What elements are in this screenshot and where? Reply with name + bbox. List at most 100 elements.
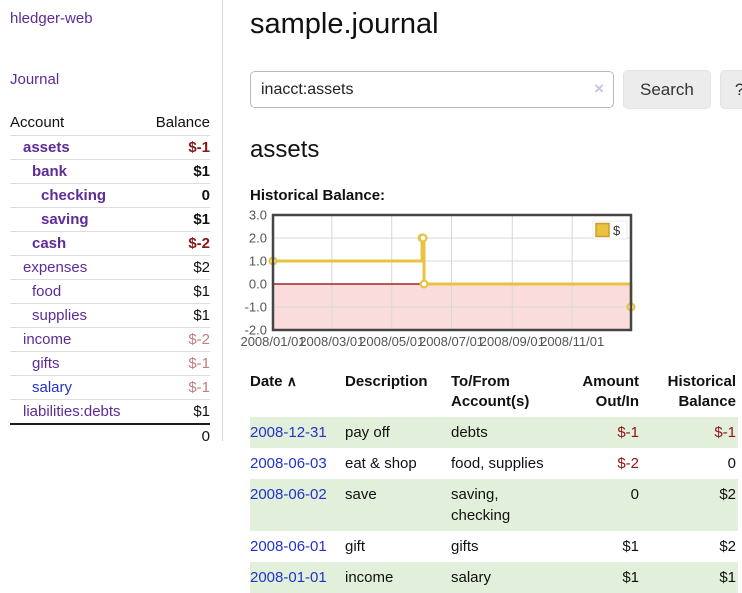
main-content: sample.journal × Search ? assets Histori… (240, 0, 742, 593)
sort-ascending-icon: ∧ (286, 373, 297, 389)
svg-text:2008/07/01: 2008/07/01 (419, 334, 484, 349)
register-row: 2008-06-01 gift gifts $1 $2 (250, 531, 738, 562)
transaction-balance: $2 (719, 485, 736, 503)
transaction-balance: 0 (727, 454, 736, 472)
transaction-date-link[interactable]: 2008-06-03 (250, 454, 327, 472)
account-heading: assets (250, 136, 320, 163)
account-balance: $-1 (144, 135, 210, 160)
transaction-amount: 0 (630, 485, 639, 503)
account-row: gifts $-1 (10, 351, 210, 376)
account-balance: $-2 (144, 231, 210, 256)
account-row: bank $1 (10, 159, 210, 184)
column-header-date[interactable]: Date ∧ (250, 373, 297, 390)
transaction-balance: $1 (719, 568, 736, 586)
transaction-accounts: gifts (451, 537, 479, 555)
search-input[interactable] (250, 71, 614, 108)
chart-container: $3.0 2.0 1.0 0.0 -1.0 -2.0 2008/01/01 2008/03/0… (240, 208, 742, 353)
account-row: liabilities:debts $1 (10, 399, 210, 424)
search-button[interactable]: Search (623, 70, 711, 109)
accounts-table: Account Balance assets $-1 bank $1 checking 0… (10, 111, 210, 448)
transaction-date-link[interactable]: 2008-06-02 (250, 485, 327, 503)
accounts-header-balance: Balance (155, 114, 210, 131)
account-balance: $1 (144, 399, 210, 424)
transaction-accounts: debts (451, 423, 488, 441)
account-balance: $-1 (144, 351, 210, 376)
account-link[interactable]: supplies (32, 307, 88, 324)
svg-text:2008/09/01: 2008/09/01 (480, 334, 545, 349)
account-row: cash $-2 (10, 231, 210, 256)
svg-text:0.0: 0.0 (249, 277, 267, 292)
svg-text:2008/01/01: 2008/01/01 (240, 334, 305, 349)
search-bar: × Search ? (250, 70, 742, 109)
sidebar-nav: Journal (10, 71, 210, 88)
transaction-description: income (345, 568, 394, 586)
account-balance: 0 (144, 183, 210, 208)
transaction-description: save (345, 485, 377, 503)
account-balance: $1 (144, 207, 210, 232)
column-header-amount: Amount Out/In (582, 373, 639, 411)
accounts-total: 0 (144, 423, 210, 448)
account-link[interactable]: food (32, 283, 62, 300)
account-link[interactable]: assets (23, 139, 70, 156)
account-row: saving $1 (10, 207, 210, 232)
account-balance: $2 (144, 255, 210, 280)
svg-text:-1.0: -1.0 (245, 300, 267, 315)
transaction-amount: $1 (622, 568, 639, 586)
transaction-accounts: saving, checking (451, 485, 511, 524)
account-link[interactable]: bank (32, 163, 68, 180)
register-header-row: Date ∧ Description To/From Account(s) Am… (250, 369, 738, 417)
account-balance: $1 (144, 303, 210, 328)
account-link[interactable]: gifts (32, 355, 60, 372)
clear-search-icon[interactable]: × (594, 79, 604, 98)
account-link[interactable]: salary (32, 379, 73, 396)
help-button[interactable]: ? (719, 70, 742, 109)
transaction-balance: $2 (719, 537, 736, 555)
register-row: 2008-06-02 save saving, checking 0 $2 (250, 478, 738, 531)
account-link[interactable]: liabilities:debts (23, 403, 121, 420)
account-balance: $1 (144, 159, 210, 184)
account-link[interactable]: cash (32, 235, 67, 252)
svg-text:1.0: 1.0 (249, 254, 267, 269)
account-row: supplies $1 (10, 303, 210, 328)
transaction-accounts: salary (451, 568, 492, 586)
transaction-date-link[interactable]: 2008-12-31 (250, 423, 327, 441)
chart-heading: Historical Balance: (250, 187, 386, 204)
account-balance: $-1 (144, 375, 210, 400)
page-title: sample.journal (250, 8, 439, 40)
transaction-amount: $-1 (617, 423, 639, 441)
account-balance: $-2 (144, 327, 210, 352)
column-header-description: Description (345, 373, 428, 390)
app-brand-link[interactable]: hledger-web (10, 10, 93, 27)
account-row: expenses $2 (10, 255, 210, 280)
transaction-description: gift (345, 537, 366, 555)
account-link[interactable]: checking (41, 187, 107, 204)
svg-text:-2.0: -2.0 (245, 323, 267, 338)
accounts-header-account: Account (10, 114, 65, 131)
app-brand: hledger-web (10, 10, 210, 27)
balance-chart: $3.0 2.0 1.0 0.0 -1.0 -2.02008/01/012008/03/0… (240, 208, 636, 349)
svg-text:2008/03/01: 2008/03/01 (299, 334, 364, 349)
accounts-total-row: 0 (10, 423, 210, 448)
account-link[interactable]: income (23, 331, 72, 348)
transaction-date-link[interactable]: 2008-06-01 (250, 537, 327, 555)
svg-text:2008/05/01: 2008/05/01 (359, 334, 424, 349)
transaction-date-link[interactable]: 2008-01-01 (250, 568, 327, 586)
transaction-description: pay off (345, 423, 390, 441)
transaction-accounts: food, supplies (451, 454, 544, 472)
transaction-description: eat & shop (345, 454, 417, 472)
svg-text:3.0: 3.0 (249, 208, 267, 223)
sidebar-item-journal[interactable]: Journal (10, 71, 60, 88)
accounts-header-row: Account Balance (10, 111, 210, 136)
account-row: assets $-1 (10, 135, 210, 160)
account-link[interactable]: expenses (23, 259, 88, 276)
register-row: 2008-01-01 income salary $1 $1 (250, 561, 738, 593)
column-header-balance: Historical Balance (667, 373, 736, 411)
svg-text:2.0: 2.0 (249, 231, 267, 246)
sidebar: hledger-web Journal Account Balance asse… (0, 0, 223, 448)
register-row: 2008-06-03 eat & shop food, supplies $-2 0 (250, 448, 738, 479)
transaction-amount: $-2 (617, 454, 639, 472)
svg-text:$: $ (613, 223, 621, 238)
column-header-accounts: To/From Account(s) (451, 373, 530, 411)
svg-text:2008/11/01: 2008/11/01 (540, 334, 604, 349)
account-link[interactable]: saving (41, 211, 89, 228)
